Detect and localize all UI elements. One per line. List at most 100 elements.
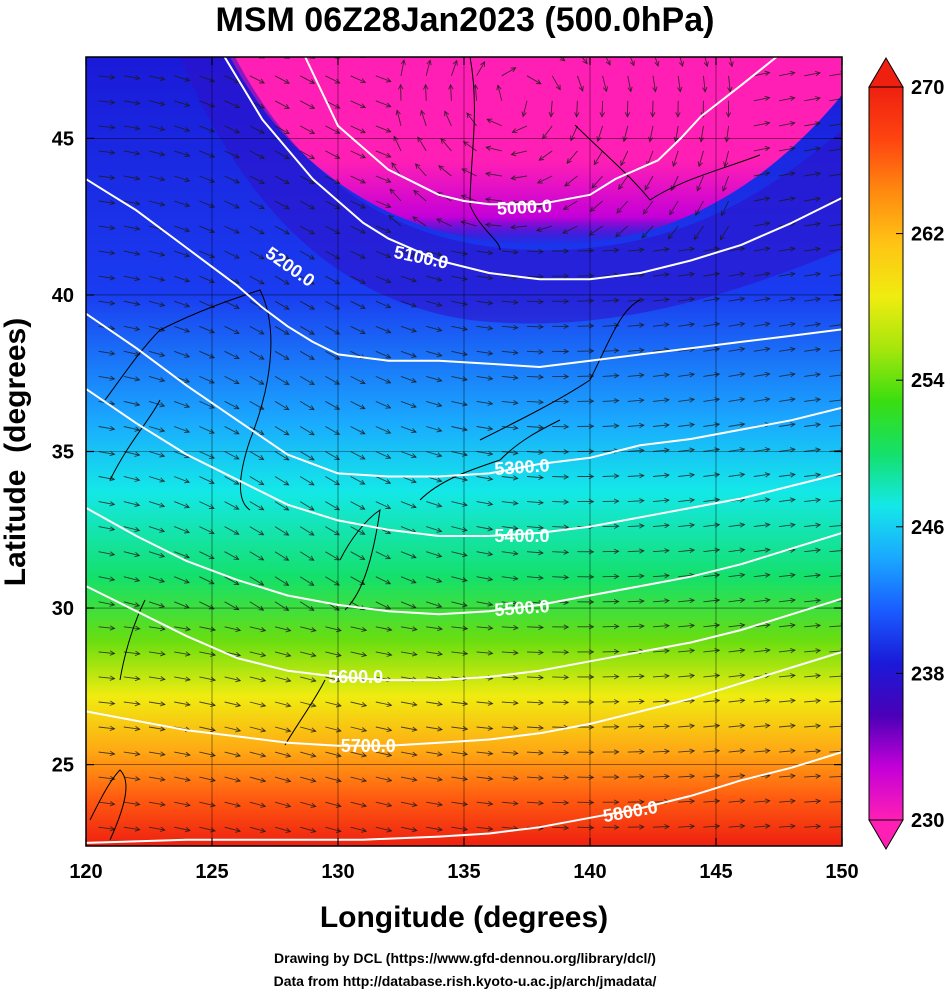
wind-arrow-head (360, 78, 367, 84)
wind-arrow-head (411, 801, 418, 808)
wind-arrow-head (283, 380, 290, 386)
wind-arrow (426, 451, 442, 457)
wind-arrow (249, 75, 265, 84)
wind-arrow-head (359, 379, 366, 385)
wind-arrow-head (233, 379, 240, 385)
wind-arrow (476, 526, 493, 530)
wind-arrow-head (159, 602, 166, 609)
wind-arrow (375, 451, 391, 459)
wind-arrow (174, 526, 190, 533)
wind-arrow (391, 162, 402, 177)
wind-arrow (526, 701, 544, 704)
wind-arrow (463, 141, 477, 152)
wind-arrow (652, 298, 669, 302)
wind-arrow (426, 350, 442, 357)
wind-arrow-head (436, 377, 443, 383)
wind-arrow-head (764, 396, 771, 403)
wind-arrow (678, 323, 695, 327)
wind-arrow (412, 216, 427, 227)
wind-arrow (350, 751, 367, 757)
wind-arrow (199, 426, 215, 434)
wind-arrow (804, 273, 821, 277)
wind-arrow-head (334, 580, 340, 586)
wind-arrow (224, 701, 241, 707)
wind-arrow (174, 776, 190, 781)
wind-arrow-head (360, 103, 367, 109)
wind-arrow (829, 650, 842, 653)
wind-arrow (451, 526, 468, 531)
wind-arrow-head (134, 351, 141, 357)
wind-arrow-head (134, 401, 141, 407)
wind-arrow-head (725, 112, 732, 118)
wind-arrow (123, 801, 140, 805)
wind-arrow-head (283, 530, 290, 536)
wind-arrow (552, 776, 569, 779)
wind-arrow-head (385, 127, 392, 133)
wind-arrow-head (790, 522, 796, 528)
wind-arrow-head (411, 327, 418, 333)
wind-arrow-head (538, 324, 544, 330)
wind-arrow (199, 451, 215, 459)
wind-arrow-head (814, 70, 821, 77)
wind-arrow-head (109, 601, 116, 607)
wind-arrow (174, 501, 190, 508)
wind-arrow (350, 250, 366, 259)
wind-arrow-head (613, 548, 620, 555)
wind-arrow (249, 426, 264, 435)
wind-arrow (98, 225, 115, 229)
wind-arrow-head (815, 397, 822, 403)
wind-arrow-head (159, 402, 166, 408)
wind-arrow-head (310, 677, 317, 683)
wind-arrow (501, 526, 518, 530)
wind-arrow-head (258, 354, 265, 360)
wind-arrow (526, 751, 544, 754)
wind-arrow (552, 676, 569, 678)
wind-arrow-head (258, 455, 265, 460)
wind-arrow-head (639, 623, 645, 629)
wind-arrow (174, 225, 190, 232)
wind-arrow (350, 300, 366, 309)
colorbar-min-extension (868, 819, 904, 850)
wind-arrow (552, 826, 569, 829)
wind-arrow (804, 373, 821, 377)
wind-arrow (695, 200, 704, 216)
wind-arrow (451, 726, 468, 730)
wind-arrow (174, 325, 190, 333)
wind-arrow (778, 72, 795, 77)
wind-arrow-head (487, 650, 494, 656)
wind-arrow-head (602, 86, 609, 93)
wind-arrow (98, 275, 115, 279)
wind-arrow (123, 576, 140, 582)
wind-arrow-head (134, 225, 141, 231)
wind-arrow-head (110, 50, 115, 55)
wind-arrow-head (411, 626, 418, 632)
wind-arrow (451, 751, 468, 755)
wind-arrow-head (613, 373, 620, 379)
wind-arrow-head (159, 126, 166, 132)
wind-arrow (299, 300, 315, 310)
wind-arrow-head (486, 118, 493, 124)
wind-arrow-head (109, 225, 116, 231)
wind-arrow-head (184, 202, 191, 208)
wind-arrow-head (512, 249, 519, 255)
wind-arrow (274, 150, 290, 159)
wind-arrow (438, 165, 452, 177)
wind-arrow (400, 300, 417, 307)
wind-arrow-head (538, 449, 544, 455)
wind-arrow (274, 401, 289, 410)
wind-arrow (400, 375, 417, 383)
wind-arrow-head (334, 505, 341, 511)
wind-arrow-head (283, 455, 290, 461)
wind-arrow-head (815, 748, 822, 754)
wind-arrow (526, 801, 544, 804)
wind-arrow (778, 172, 795, 177)
wind-arrow-head (461, 602, 468, 608)
wind-arrow (677, 75, 681, 92)
wind-arrow-head (613, 598, 620, 605)
wind-arrow (778, 323, 795, 327)
wind-arrow-head (359, 253, 366, 259)
wind-arrow-head (184, 76, 191, 82)
wind-arrow (678, 248, 695, 252)
wind-arrow (325, 175, 340, 184)
wind-arrow (249, 200, 265, 209)
